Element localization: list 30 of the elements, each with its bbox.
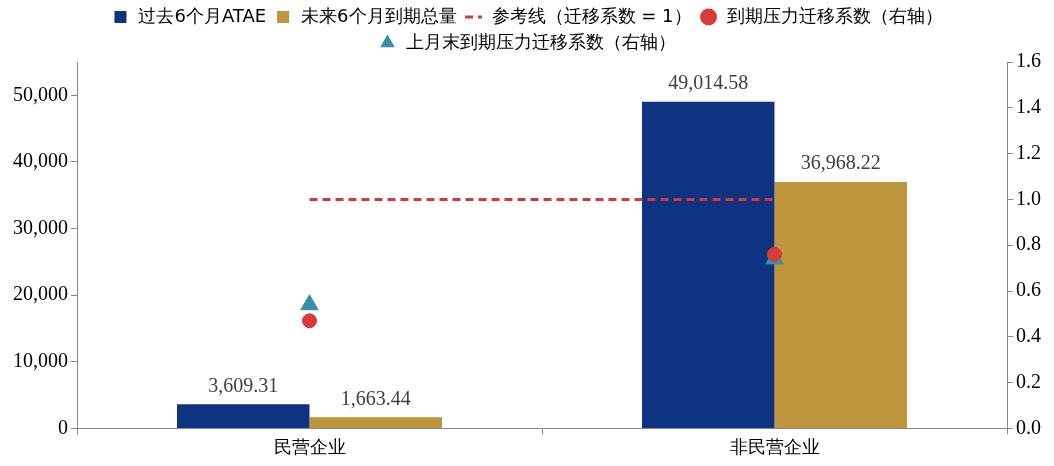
y-tick-label: 20,000 bbox=[13, 282, 68, 305]
x-tick-label: 非民营企业 bbox=[729, 435, 820, 457]
data-label: 1,663.44 bbox=[340, 386, 411, 409]
legend-label: 过去6个月ATAE bbox=[138, 4, 267, 26]
legend-label: 未来6个月到期总量 bbox=[301, 4, 457, 26]
y2-tick-label: 1.6 bbox=[1016, 49, 1041, 72]
bar bbox=[309, 417, 443, 428]
y-tick-label: 30,000 bbox=[13, 215, 68, 238]
y-tick-label: 0 bbox=[58, 415, 68, 438]
y2-tick-label: 0.6 bbox=[1016, 278, 1041, 301]
y-tick-label: 40,000 bbox=[13, 149, 68, 172]
y2-tick-label: 1.4 bbox=[1016, 95, 1041, 118]
y-tick-label: 10,000 bbox=[13, 349, 68, 372]
y2-tick-label: 1.0 bbox=[1016, 186, 1041, 209]
legend-label: 上月末到期压力迁移系数（右轴） bbox=[405, 30, 676, 52]
bar bbox=[774, 182, 908, 428]
y-tick-label: 50,000 bbox=[13, 82, 68, 105]
bar bbox=[176, 404, 310, 428]
data-label: 49,014.58 bbox=[668, 71, 749, 94]
data-label: 36,968.22 bbox=[800, 151, 881, 174]
y2-tick-label: 0.0 bbox=[1016, 415, 1041, 438]
y2-tick-label: 0.4 bbox=[1016, 324, 1041, 347]
data-label: 3,609.31 bbox=[208, 373, 279, 396]
y2-tick-label: 0.8 bbox=[1016, 232, 1041, 255]
y2-tick-label: 1.2 bbox=[1016, 140, 1041, 163]
y2-tick-label: 0.2 bbox=[1016, 369, 1041, 392]
legend-label: 参考线（迁移系数 = 1） bbox=[491, 4, 692, 26]
legend-label: 到期压力迁移系数（右轴） bbox=[726, 4, 943, 26]
bar bbox=[641, 101, 775, 428]
x-tick-label: 民营企业 bbox=[273, 435, 346, 457]
